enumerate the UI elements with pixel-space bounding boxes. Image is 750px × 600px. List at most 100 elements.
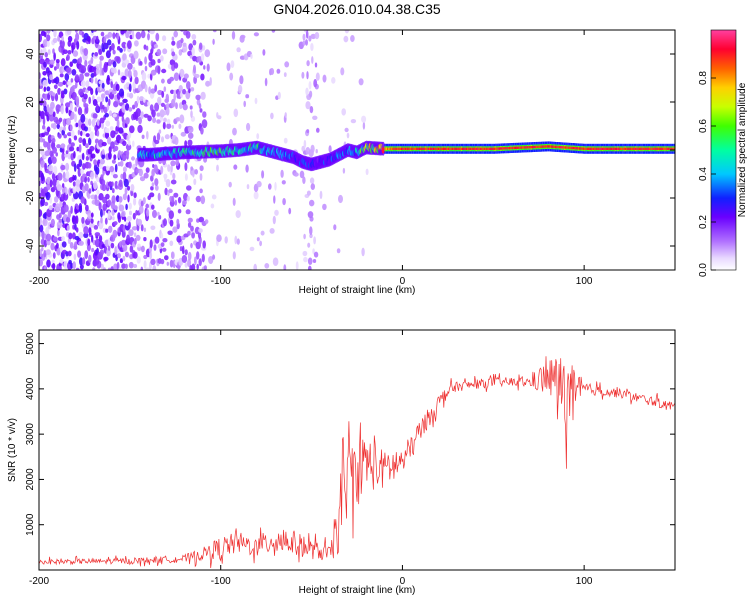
heatmap-trace-core: [552, 145, 554, 148]
heatmap-trace-core: [668, 147, 670, 150]
heatmap-noise-cell: [132, 212, 136, 220]
heatmap-noise-cell: [88, 96, 92, 105]
heatmap-noise-cell: [143, 97, 146, 103]
heatmap-noise-cell: [74, 106, 77, 112]
heatmap-noise-cell: [67, 132, 72, 137]
heatmap-noise-cell: [307, 242, 311, 248]
heatmap-noise-cell: [70, 142, 75, 147]
heatmap-noise-cell: [124, 68, 129, 77]
heatmap-trace-core: [574, 146, 576, 150]
heatmap-noise-cell: [101, 141, 107, 147]
heatmap-noise-cell: [233, 108, 239, 118]
heatmap-noise-cell: [166, 261, 169, 266]
heatmap-noise-cell: [84, 59, 88, 67]
heatmap-noise-cell: [151, 182, 155, 187]
heatmap-trace-core: [543, 145, 545, 148]
heatmap-noise-cell: [293, 172, 299, 177]
heatmap-noise-cell: [243, 100, 246, 108]
heatmap-noise-cell: [48, 205, 53, 211]
heatmap-trace-core: [548, 145, 550, 148]
heatmap-trace-core: [551, 145, 553, 148]
heatmap-trace-core: [398, 147, 400, 150]
heatmap-noise-cell: [310, 183, 315, 191]
heatmap-noise-cell: [54, 66, 57, 71]
heatmap-noise-cell: [140, 30, 146, 39]
heatmap-noise-cell: [129, 210, 132, 216]
heatmap-noise-cell: [138, 116, 143, 125]
heatmap-trace-core: [417, 147, 419, 150]
heatmap-noise-cell: [295, 261, 299, 270]
heatmap-trace-core: [451, 147, 454, 150]
heatmap-trace-core: [612, 147, 614, 150]
heatmap-trace-core: [512, 146, 515, 150]
heatmap-noise-cell: [77, 129, 81, 136]
heatmap-noise-cell: [74, 74, 80, 81]
heatmap-noise-cell: [256, 180, 262, 188]
spectrogram-x-ticks: -200 -100 0 100: [29, 30, 593, 287]
heatmap-noise-cell: [87, 176, 90, 183]
heatmap-noise-cell: [250, 53, 253, 59]
heatmap-noise-cell: [110, 81, 113, 89]
heatmap-trace-core: [421, 147, 423, 150]
heatmap-noise-cell: [78, 137, 83, 144]
heatmap-noise-cell: [46, 30, 51, 34]
heatmap-noise-cell: [113, 154, 117, 161]
heatmap-noise-cell: [195, 94, 201, 101]
heatmap-noise-cell: [80, 80, 86, 87]
heatmap-trace-core: [408, 147, 410, 150]
heatmap-noise-cell: [59, 39, 65, 49]
heatmap-noise-cell: [184, 262, 188, 268]
heatmap-noise-cell: [346, 132, 350, 139]
heatmap-noise-cell: [90, 171, 95, 180]
heatmap-noise-cell: [71, 91, 77, 101]
heatmap-noise-cell: [59, 258, 64, 264]
heatmap-noise-cell: [93, 159, 97, 166]
heatmap-noise-cell: [205, 80, 211, 87]
heatmap-trace-core: [422, 147, 424, 150]
heatmap-noise-cell: [144, 267, 151, 270]
snr-y-tick-label: 4000: [25, 377, 36, 400]
heatmap-noise-cell: [158, 214, 162, 220]
heatmap-noise-cell: [52, 48, 55, 55]
heatmap-noise-cell: [124, 187, 128, 195]
heatmap-noise-cell: [84, 176, 87, 183]
heatmap-noise-cell: [134, 100, 139, 108]
heatmap-trace-core: [585, 147, 587, 150]
heatmap-noise-cell: [246, 122, 251, 132]
heatmap-trace-core: [384, 147, 386, 150]
heatmap-noise-cell: [272, 257, 279, 267]
heatmap-noise-cell: [269, 228, 275, 234]
heatmap-noise-cell: [45, 233, 52, 242]
heatmap-noise-cell: [54, 76, 60, 85]
heatmap-noise-cell: [69, 146, 75, 152]
heatmap-noise-cell: [92, 30, 98, 33]
heatmap-noise-cell: [173, 62, 179, 69]
heatmap-noise-cell: [61, 235, 65, 242]
heatmap-noise-cell: [132, 140, 135, 148]
heatmap-noise-cell: [309, 226, 313, 236]
heatmap-trace-core: [392, 147, 394, 150]
colorbar: 0.0 0.2 0.4 0.6 0.8 Normalized spectral ampl…: [698, 29, 748, 277]
heatmap-noise-cell: [112, 216, 115, 221]
heatmap-noise-cell: [104, 217, 108, 225]
heatmap-noise-cell: [200, 195, 206, 205]
heatmap-trace-core: [399, 147, 401, 150]
heatmap-noise-cell: [141, 134, 145, 139]
heatmap-trace-core: [516, 146, 518, 149]
heatmap-noise-cell: [230, 60, 235, 68]
heatmap-noise-cell: [46, 126, 51, 133]
heatmap-noise-cell: [63, 204, 69, 213]
heatmap-trace-core: [524, 146, 526, 149]
heatmap-noise-cell: [160, 55, 164, 62]
heatmap-noise-cell: [163, 86, 167, 92]
heatmap-noise-cell: [170, 164, 173, 173]
snr-y-tick-label: 3000: [25, 423, 36, 446]
heatmap-noise-cell: [192, 169, 195, 178]
heatmap-noise-cell: [144, 65, 148, 72]
heatmap-noise-cell: [89, 131, 94, 140]
heatmap-noise-cell: [319, 190, 323, 200]
heatmap-trace-core: [650, 147, 652, 150]
heatmap-noise-cell: [70, 130, 75, 138]
heatmap-noise-cell: [107, 267, 111, 270]
heatmap-trace-core: [595, 147, 597, 150]
